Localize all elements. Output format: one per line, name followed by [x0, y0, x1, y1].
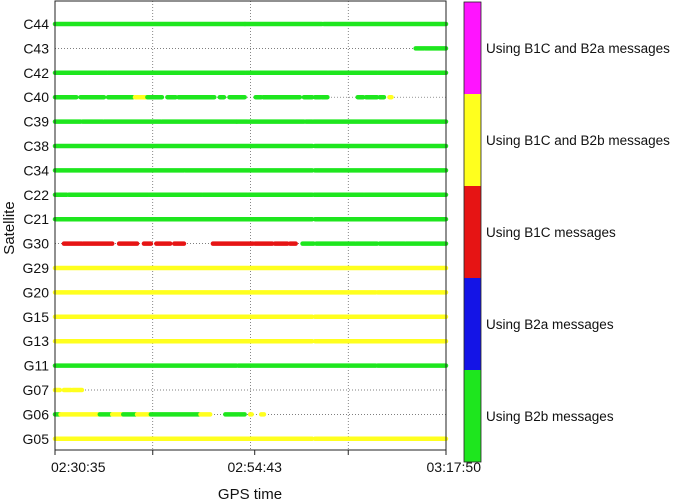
legend-label-1: Using B1C and B2a messages: [486, 41, 670, 56]
legend-colorbar-frame: [463, 1, 482, 463]
y-tick-label-g06: G06: [23, 406, 50, 422]
legend-label-5: Using B2b messages: [486, 409, 614, 424]
y-tick-label-c22: C22: [23, 187, 49, 203]
x-tick-label-1: 02:30:35: [51, 459, 106, 475]
y-tick-label-c39: C39: [23, 114, 49, 130]
y-tick-label-c38: C38: [23, 138, 49, 154]
legend-swatch-3: [464, 186, 481, 278]
y-tick-label-g20: G20: [23, 284, 50, 300]
y-tick-label-c34: C34: [23, 162, 49, 178]
y-tick-label-c44: C44: [23, 16, 49, 32]
y-tick-label-c43: C43: [23, 40, 49, 56]
x-tick-label-3: 03:17:50: [427, 459, 482, 475]
data-marks: [52, 21, 449, 442]
x-axis-title: GPS time: [218, 486, 282, 502]
y-tick-label-g07: G07: [23, 382, 50, 398]
x-tick-label-2: 02:54:43: [227, 459, 282, 475]
legend-label-4: Using B2a messages: [486, 317, 614, 332]
y-tick-label-g29: G29: [23, 260, 50, 276]
grid-lines: [55, 1, 446, 450]
y-axis-title: Satellite: [1, 201, 18, 254]
y-tick-label-g05: G05: [23, 431, 50, 447]
legend: Using B1C and B2a messages Using B1C and …: [463, 1, 670, 463]
y-tick-label-g30: G30: [23, 236, 50, 252]
y-tick-label-c42: C42: [23, 65, 49, 81]
legend-swatch-5: [464, 370, 481, 462]
legend-label-2: Using B1C and B2b messages: [486, 133, 670, 148]
legend-swatch-1: [464, 2, 481, 94]
legend-label-3: Using B1C messages: [486, 225, 616, 240]
y-tick-label-c21: C21: [23, 211, 49, 227]
plot-frame: [54, 0, 447, 451]
x-axis: 02:30:35 02:54:43 03:17:50: [51, 450, 481, 475]
legend-swatch-4: [464, 278, 481, 370]
y-tick-label-g15: G15: [23, 309, 50, 325]
y-tick-label-c40: C40: [23, 89, 49, 105]
y-tick-label-g13: G13: [23, 333, 50, 349]
y-axis: C44 C43 C42 C40 C39 C38 C34 C22 C21 G30 G29 G20 G15 G…: [23, 16, 50, 447]
y-tick-label-g11: G11: [24, 358, 50, 374]
legend-swatch-2: [464, 94, 481, 186]
